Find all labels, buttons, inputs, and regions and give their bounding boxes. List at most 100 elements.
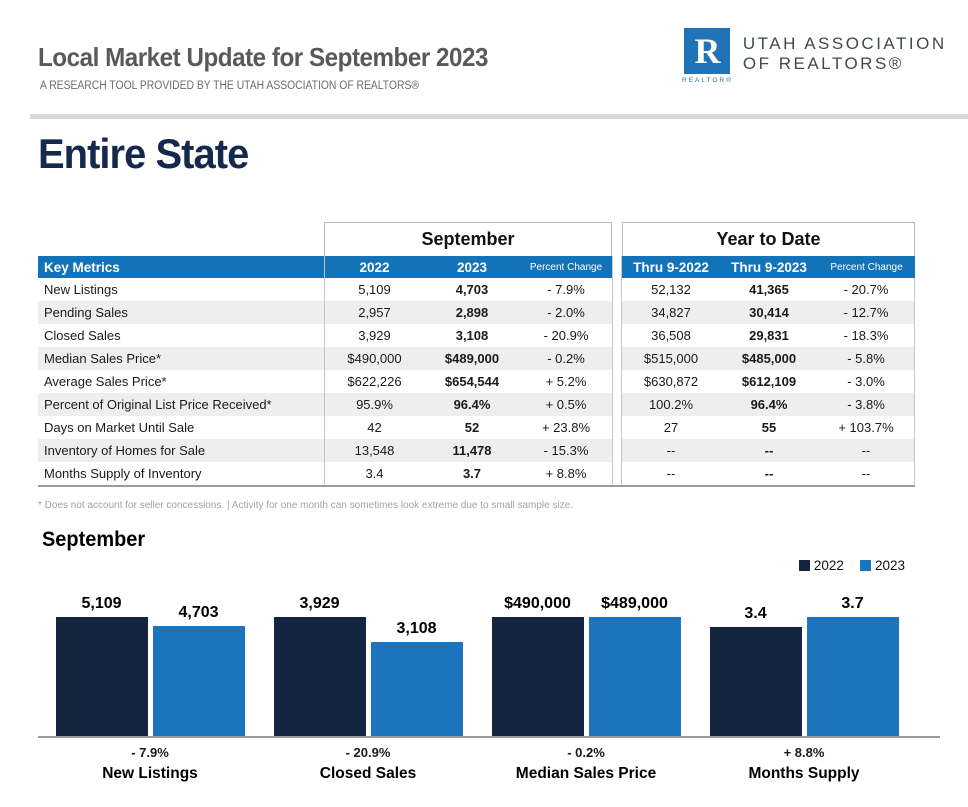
value-sep-2023: 52 xyxy=(464,420,480,435)
chart-plot-area: 5,109 4,703 - 7.9% New Listings 3,929 3,108 - … xyxy=(38,590,940,783)
bar-column-2022: 5,109 xyxy=(55,595,148,736)
table-row: Days on Market Until Sale 42 52 + 23.8% 27 55… xyxy=(38,416,915,439)
value-ytd-2023: 96.4% xyxy=(720,393,818,416)
value-ytd-pct: - 3.8% xyxy=(818,393,915,416)
bar-value-label: $490,000 xyxy=(504,595,571,612)
metric-label: Inventory of Homes for Sale xyxy=(38,439,324,462)
page-subtitle: A RESEARCH TOOL PROVIDED BY THE UTAH ASS… xyxy=(40,80,419,92)
value-sep-2023: 11,478 xyxy=(424,439,520,462)
group-header-september: September xyxy=(324,222,612,256)
page-title: Local Market Update for September 2023 xyxy=(38,42,488,72)
value-ytd-pct: - 12.7% xyxy=(818,301,915,324)
value-sep-pct: + 8.8% xyxy=(545,466,587,481)
value-ytd-2023: $612,109 xyxy=(741,374,797,389)
realtor-wordmark: REALTOR® xyxy=(682,77,733,84)
value-ytd-2022: -- xyxy=(622,439,720,462)
table-row: Median Sales Price* $490,000 $489,000- 0.2… xyxy=(38,347,915,370)
metric-label: Days on Market Until Sale xyxy=(44,420,195,435)
value-sep-2023: 96.4% xyxy=(424,393,520,416)
value-sep-pct: + 0.5% xyxy=(520,393,612,416)
table-row: New Listings 5,109 4,703 - 7.9% 52,132 41,365… xyxy=(38,278,915,301)
value-sep-2022: 95.9% xyxy=(324,393,424,416)
chart-group-3: 3.4 3.7 + 8.8% Months Supply xyxy=(709,590,899,783)
value-sep-2022: 13,548 xyxy=(324,439,424,462)
group-category-label: Closed Sales xyxy=(319,765,417,782)
col-header-sep-pct: Percent Change xyxy=(520,256,612,278)
value-ytd-pct: + 103.7% xyxy=(818,416,915,439)
row-gap xyxy=(612,393,622,416)
value-ytd-2022: -- xyxy=(666,466,676,481)
bar-column-2023: 4,703 xyxy=(152,604,245,736)
group-gap xyxy=(612,222,622,256)
chart-legend: 2022 2023 xyxy=(798,558,905,573)
bar-2022 xyxy=(709,627,802,736)
group-category-label: Median Sales Price xyxy=(515,765,657,782)
value-sep-2023: $489,000 xyxy=(424,347,520,370)
table-column-header-row: Key Metrics 2022 2023 Percent Change Thr… xyxy=(38,256,915,278)
value-ytd-2023: 55 xyxy=(761,420,777,435)
uar-logo: R REALTOR® UTAH ASSOCIATION OF REALTORS® xyxy=(682,28,947,84)
value-sep-2022: 3,929 xyxy=(324,324,424,347)
metric-label: Months Supply of Inventory xyxy=(44,466,202,481)
value-ytd-pct: -- xyxy=(818,439,915,462)
value-sep-2022: 3.4 xyxy=(324,462,424,485)
value-ytd-2022: $630,872 xyxy=(643,374,699,389)
group-header-spacer xyxy=(38,222,324,256)
table-group-header-row: September Year to Date xyxy=(38,222,915,256)
bar-value-label: 4,703 xyxy=(178,604,219,621)
bar-column-2022: 3.4 xyxy=(709,605,802,736)
bar-pair: 3.4 3.7 xyxy=(709,590,899,736)
value-sep-pct: - 20.9% xyxy=(543,328,589,343)
realtor-r-icon: R xyxy=(684,28,731,74)
bar-chart: 5,109 4,703 - 7.9% New Listings 3,929 3,108 - … xyxy=(38,590,940,783)
bar-pair: $490,000 $489,000 xyxy=(491,590,681,736)
bar-2023 xyxy=(370,642,463,736)
col-header-gap xyxy=(612,256,622,278)
bar-2023 xyxy=(806,617,899,736)
value-sep-2023: 2,898 xyxy=(424,301,520,324)
chart-group-2: $490,000 $489,000 - 0.2% Median Sales Price xyxy=(491,590,681,783)
col-header-ytd-2022: Thru 9-2022 xyxy=(622,256,720,278)
row-gap xyxy=(612,416,622,439)
group-category-label: Months Supply xyxy=(748,765,860,782)
org-name: UTAH ASSOCIATION OF REALTORS® xyxy=(743,28,947,74)
bar-value-label: 3,929 xyxy=(299,595,340,612)
metric-label: Median Sales Price* xyxy=(38,347,324,370)
value-ytd-2022: 34,827 xyxy=(622,301,720,324)
row-gap xyxy=(612,324,622,347)
col-header-sep-2023: 2023 xyxy=(424,256,520,278)
group-header-year-to-date: Year to Date xyxy=(622,222,915,256)
value-sep-2022: 2,957 xyxy=(324,301,424,324)
org-name-line1: UTAH ASSOCIATION xyxy=(742,34,947,53)
group-pct-change: - 0.2% xyxy=(567,745,605,760)
bar-column-2023: 3.7 xyxy=(806,595,899,736)
bar-pair: 5,109 4,703 xyxy=(55,590,245,736)
bar-value-label: 5,109 xyxy=(81,595,122,612)
bar-value-label: $489,000 xyxy=(601,595,668,612)
bar-column-2022: 3,929 xyxy=(273,595,366,736)
value-ytd-pct: -- xyxy=(818,462,915,485)
value-sep-pct: - 15.3% xyxy=(520,439,612,462)
value-sep-pct: - 2.0% xyxy=(520,301,612,324)
value-ytd-2022: 100.2% xyxy=(622,393,720,416)
col-header-ytd-pct: Percent Change xyxy=(818,256,915,278)
value-sep-2022: $490,000 xyxy=(324,347,424,370)
bar-2022 xyxy=(273,617,366,736)
col-header-key-metrics: Key Metrics xyxy=(38,256,324,278)
metric-label: New Listings xyxy=(44,282,118,297)
bar-2023 xyxy=(152,626,245,736)
row-gap xyxy=(612,278,622,301)
value-ytd-2023: -- xyxy=(720,439,818,462)
org-name-line2: OF REALTORS® xyxy=(742,54,904,73)
bar-value-label: 3,108 xyxy=(396,620,437,637)
table-body: New Listings 5,109 4,703 - 7.9% 52,132 41,365… xyxy=(38,278,915,485)
bar-2022 xyxy=(55,617,148,736)
table-footnote: * Does not account for seller concession… xyxy=(38,500,574,511)
value-sep-pct: - 0.2% xyxy=(520,347,612,370)
metric-label: Percent of Original List Price Received* xyxy=(38,393,324,416)
row-gap xyxy=(612,347,622,370)
bar-column-2023: $489,000 xyxy=(588,595,681,736)
chart-group-1: 3,929 3,108 - 20.9% Closed Sales xyxy=(273,590,463,783)
row-gap xyxy=(612,439,622,462)
